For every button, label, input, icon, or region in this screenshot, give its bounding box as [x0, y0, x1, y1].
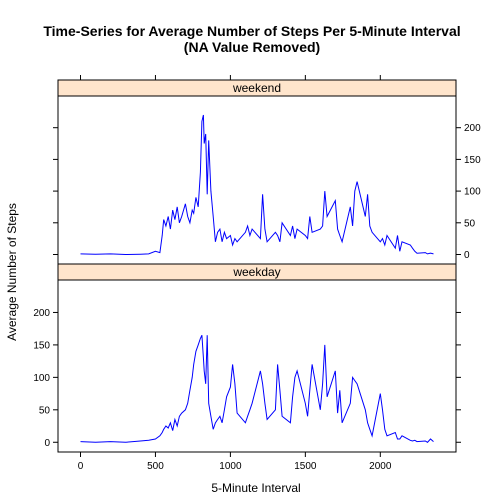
chart-subtitle: (NA Value Removed)	[184, 39, 320, 55]
y-tick-label-weekday: 100	[33, 373, 50, 384]
x-tick-label: 1500	[294, 461, 317, 472]
series-line-weekday	[80, 334, 434, 443]
y-tick-label-weekend: 50	[464, 218, 476, 229]
x-axis-label: 5-Minute Interval	[211, 481, 300, 495]
strip-label-weekend: weekend	[232, 81, 281, 95]
y-tick-label-weekend: 200	[464, 123, 481, 134]
panel-frame-weekend	[57, 95, 457, 265]
y-tick-label-weekday: 200	[33, 308, 50, 319]
y-tick-label-weekday: 150	[33, 340, 50, 351]
x-tick-label: 1000	[219, 461, 242, 472]
series-line-weekend	[80, 114, 434, 256]
x-tick-label: 2000	[369, 461, 392, 472]
chart-title: Time-Series for Average Number of Steps …	[43, 23, 460, 39]
panel-frame-weekday	[57, 279, 457, 453]
y-tick-label-weekend: 0	[464, 250, 470, 261]
y-tick-label-weekday: 50	[39, 405, 51, 416]
x-tick-label: 0	[78, 461, 84, 472]
y-axis-label: Average Number of Steps	[5, 203, 19, 341]
y-tick-label-weekend: 150	[464, 155, 481, 166]
x-tick-label: 500	[147, 461, 164, 472]
y-tick-label-weekday: 0	[44, 438, 50, 449]
y-tick-label-weekend: 100	[464, 187, 481, 198]
strip-label-weekday: weekday	[232, 265, 280, 279]
